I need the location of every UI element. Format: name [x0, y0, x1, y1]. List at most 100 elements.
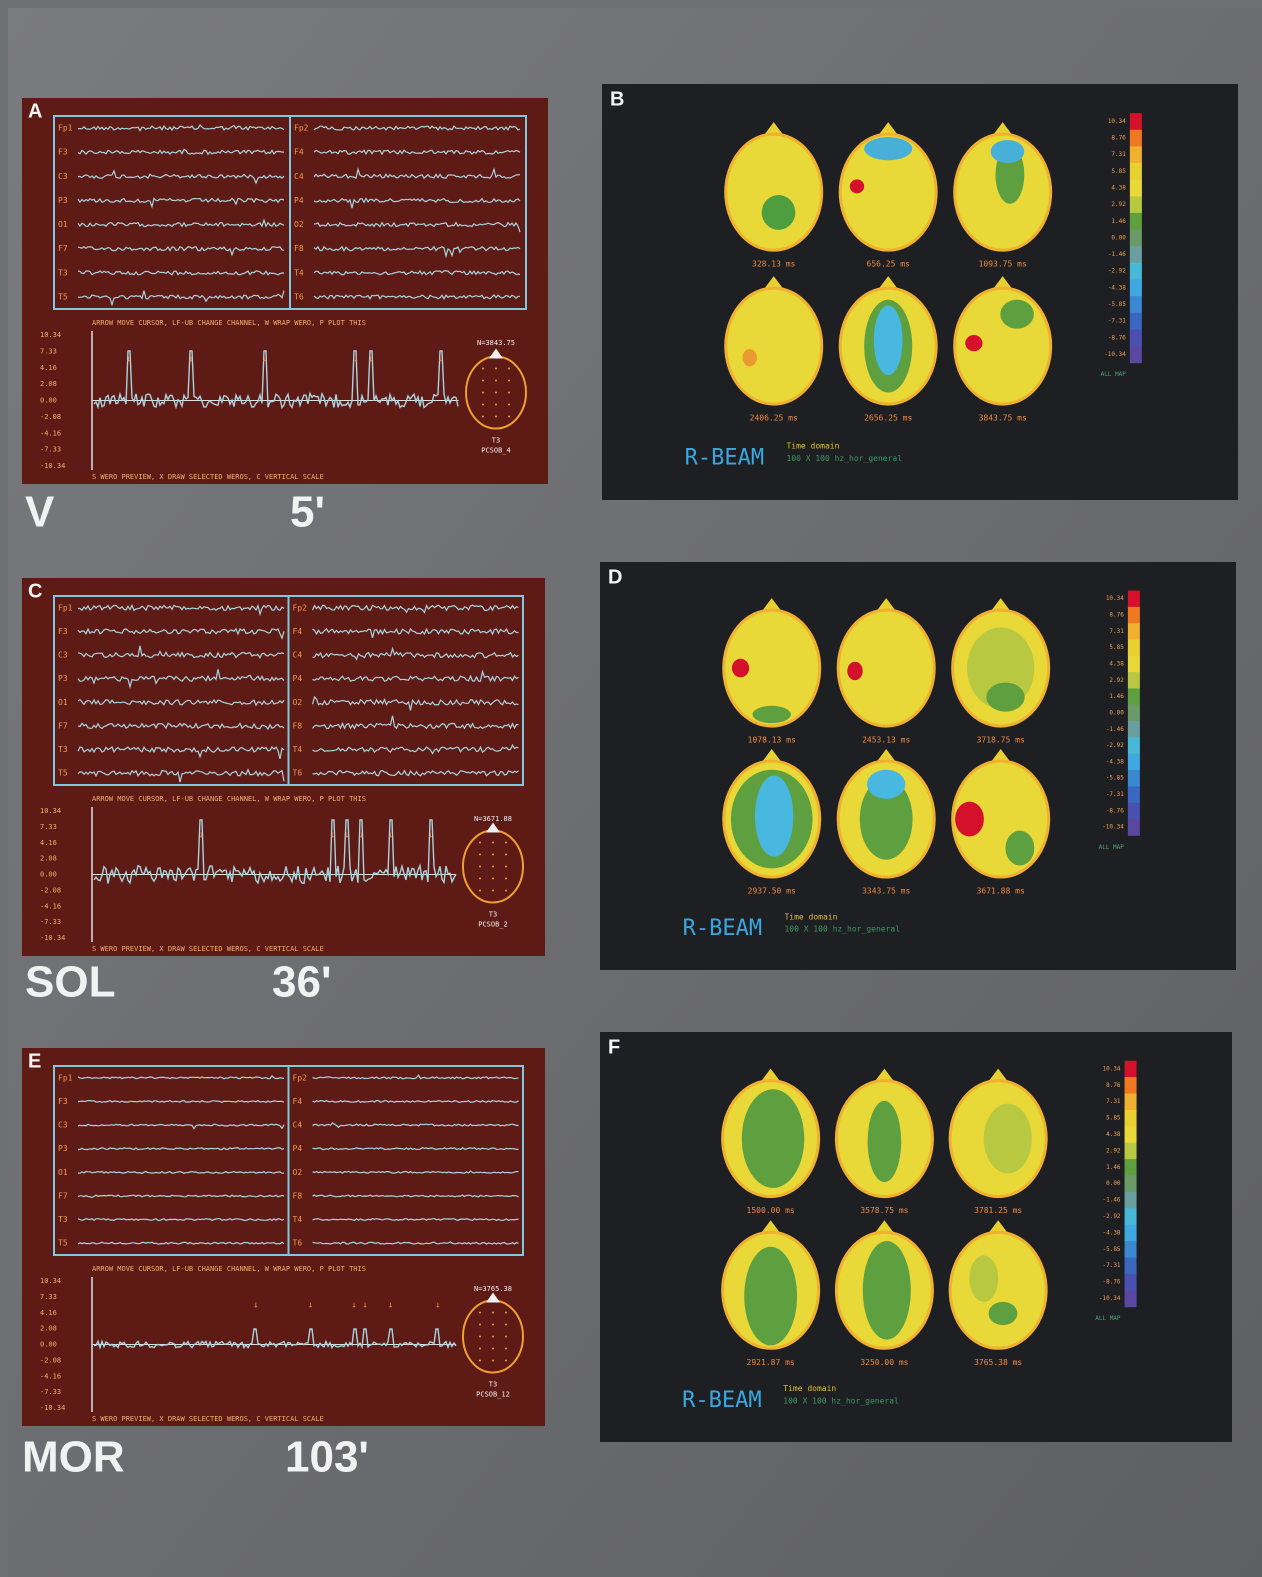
colorbar-segment — [1128, 623, 1140, 640]
colorbar-segment — [1130, 313, 1142, 330]
electrode-dot — [482, 416, 484, 418]
latency-label: 2656.25 ms — [864, 414, 912, 423]
electrode-dot — [505, 842, 507, 844]
electrode-dot — [492, 1324, 494, 1326]
event-marker: ↓ — [362, 1301, 367, 1311]
colorbar-segment — [1125, 1176, 1137, 1193]
scale-label: 0.00 — [40, 871, 57, 879]
colorbar-label: 5.85 — [1106, 1115, 1121, 1122]
map-patch — [991, 140, 1025, 163]
scale-label: -7.33 — [40, 918, 61, 926]
channel-label: C3 — [58, 651, 68, 660]
scale-label: -2.08 — [40, 886, 61, 894]
eeg-panel: CFp1F3C3P3O1F7T3T5Fp2F4C4P4O2F8T4T6ARROW… — [22, 578, 545, 956]
channel-label: T5 — [58, 1239, 68, 1248]
electrode-dot — [492, 890, 494, 892]
colorbar-segment — [1128, 786, 1140, 803]
electrode-label: T3 — [492, 437, 500, 445]
map-patch — [868, 1101, 902, 1182]
electrode-dot — [505, 1360, 507, 1362]
colorbar-label: -4.38 — [1102, 1229, 1120, 1236]
electrode-dot — [492, 1360, 494, 1362]
colorbar-label: 8.76 — [1111, 135, 1126, 142]
electrode-dot — [479, 1360, 481, 1362]
footer-text: S WERO PREVIEW, X DRAW SELECTED WEROS, C… — [92, 1415, 324, 1423]
panel-letter: A — [28, 100, 42, 122]
map-patch — [742, 1089, 804, 1188]
head-patches — [847, 662, 862, 681]
channel-label: C3 — [58, 1121, 68, 1130]
event-marker: ↓ — [351, 1301, 356, 1311]
cursor-value: N=3765.38 — [474, 1285, 512, 1293]
footer-text: S WERO PREVIEW, X DRAW SELECTED WEROS, C… — [92, 473, 324, 481]
eeg-panel: AFp1F3C3P3O1F7T3T5Fp2F4C4P4O2F8T4T6ARROW… — [22, 98, 548, 484]
map-panel: F1500.00 ms3578.75 ms3781.25 ms2921.87 m… — [600, 1032, 1232, 1442]
channel-label: T3 — [58, 1215, 68, 1224]
channel-label: O2 — [293, 698, 303, 707]
colorbar-label: 2.92 — [1111, 201, 1126, 208]
head-patches — [742, 1089, 804, 1188]
colorbar-label: 0.00 — [1106, 1180, 1121, 1187]
colorbar-segment — [1125, 1241, 1137, 1258]
scale-label: 0.00 — [40, 1341, 57, 1349]
channel-label: Fp2 — [293, 1073, 308, 1082]
map-patch — [867, 770, 905, 799]
colorbar-segment — [1128, 754, 1140, 771]
colorbar-segment — [1125, 1061, 1137, 1078]
eeg-screen-shade — [22, 98, 548, 484]
colorbar-segment — [1125, 1290, 1137, 1307]
electrode-dot — [495, 416, 497, 418]
scale-label: -7.33 — [40, 1388, 61, 1396]
event-marker: ↓ — [359, 831, 364, 841]
cursor-value: N=3843.75 — [477, 339, 515, 347]
colorbar-segment — [1125, 1274, 1137, 1291]
head-patches — [743, 349, 757, 366]
scale-label: 10.34 — [40, 1277, 61, 1285]
electrode-dot — [479, 842, 481, 844]
colorbar-segment — [1130, 163, 1142, 180]
colorbar-segment — [1130, 196, 1142, 213]
colorbar-segment — [1125, 1077, 1137, 1094]
colorbar-label: -1.46 — [1106, 726, 1124, 733]
channel-label: P3 — [58, 196, 68, 205]
map-screen — [602, 84, 1238, 500]
colorbar-label: 1.46 — [1106, 1164, 1121, 1171]
channel-label: F8 — [294, 244, 304, 253]
channel-label: P3 — [58, 674, 68, 683]
colorbar-label: -10.34 — [1099, 1295, 1121, 1302]
electrode-dot — [479, 866, 481, 868]
colorbar-label: 10.34 — [1106, 595, 1124, 602]
electrode-dot — [492, 866, 494, 868]
electrode-dot — [492, 878, 494, 880]
channel-label: T4 — [293, 1215, 303, 1224]
electrode-dot — [482, 368, 484, 370]
colorbar-segment — [1128, 688, 1140, 705]
electrode-dot — [495, 380, 497, 382]
colorbar-label: 8.76 — [1106, 1082, 1121, 1089]
colorbar-label: 5.85 — [1109, 644, 1124, 651]
colorbar-unit: ALL MAP — [1099, 844, 1125, 851]
brand-label: R-BEAM — [683, 916, 762, 941]
colorbar-label: -4.38 — [1106, 758, 1124, 765]
colorbar-segment — [1130, 180, 1142, 197]
event-marker: ↓ — [435, 1301, 440, 1311]
channel-label: C4 — [293, 1121, 303, 1130]
figure: V5'SOL36'MOR103'AFp1F3C3P3O1F7T3T5Fp2F4C… — [0, 0, 1262, 1577]
scale-label: 10.34 — [40, 807, 61, 815]
event-marker: ↓ — [344, 831, 349, 841]
electrode-dot — [505, 890, 507, 892]
map-patch — [864, 137, 912, 160]
map-panel: D1078.13 ms2453.13 ms3718.75 ms2937.50 m… — [600, 562, 1236, 970]
map-patch — [965, 335, 982, 351]
scale-label: -2.08 — [40, 1356, 61, 1364]
channel-label: F8 — [293, 721, 303, 730]
colorbar-label: 10.34 — [1102, 1065, 1120, 1072]
electrode-dot — [505, 866, 507, 868]
condition-time: 5' — [290, 488, 325, 537]
panel-letter: C — [28, 580, 42, 602]
electrode-label: T3 — [489, 1381, 497, 1389]
head-patches — [868, 1101, 902, 1182]
electrode-dot — [505, 1324, 507, 1326]
colorbar-label: -8.76 — [1102, 1279, 1120, 1286]
electrode-dot — [482, 404, 484, 406]
